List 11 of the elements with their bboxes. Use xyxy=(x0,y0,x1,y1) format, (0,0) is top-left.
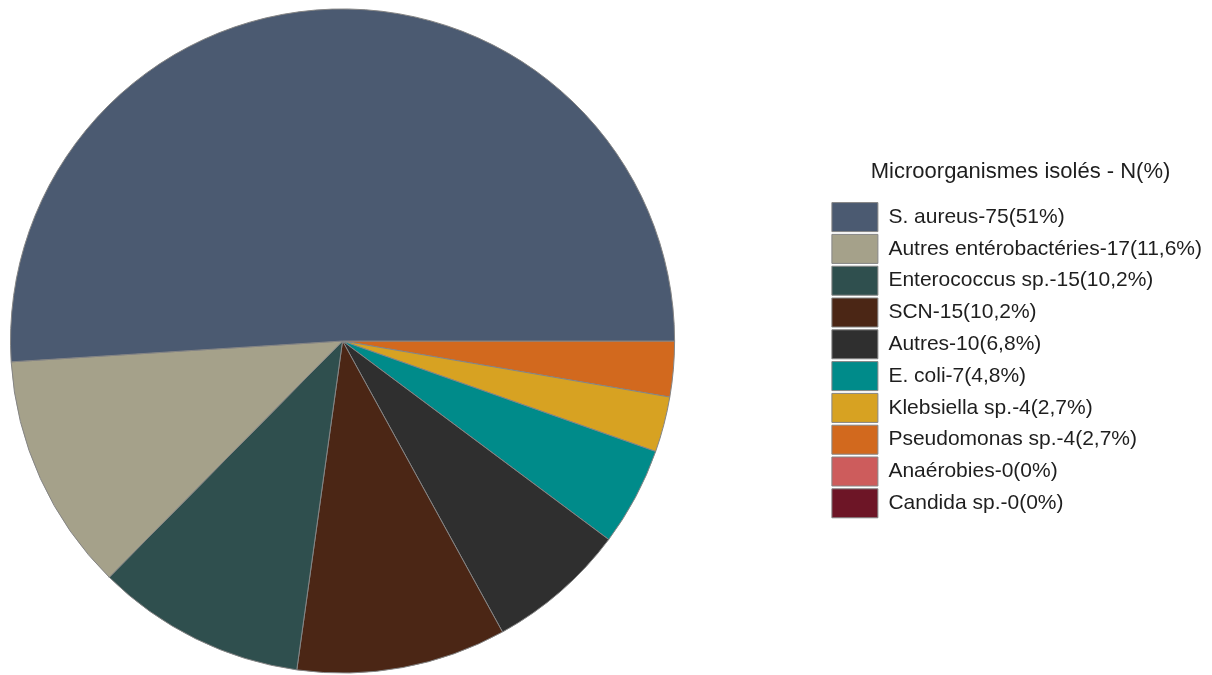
legend-label: Pseudomonas sp.-4(2,7%) xyxy=(888,426,1138,450)
legend-label: SCN-15(10,2%) xyxy=(888,299,1037,323)
legend-label: Enterococcus sp.-15(10,2%) xyxy=(888,267,1154,291)
legend-label: Candida sp.-0(0%) xyxy=(888,490,1064,514)
legend-label: Klebsiella sp.-4(2,7%) xyxy=(888,394,1093,418)
legend-label: E. coli-7(4,8%) xyxy=(888,362,1027,386)
legend-label: Autres-10(6,8%) xyxy=(888,331,1042,355)
legend-label: Autres entérobactéries-17(11,6%) xyxy=(888,235,1202,259)
legend-label: Anaérobies-0(0%) xyxy=(888,458,1058,482)
legend-title: Microorganismes isolés - N(%) xyxy=(870,158,1171,184)
legend-label: S. aureus-75(51%) xyxy=(888,203,1065,227)
